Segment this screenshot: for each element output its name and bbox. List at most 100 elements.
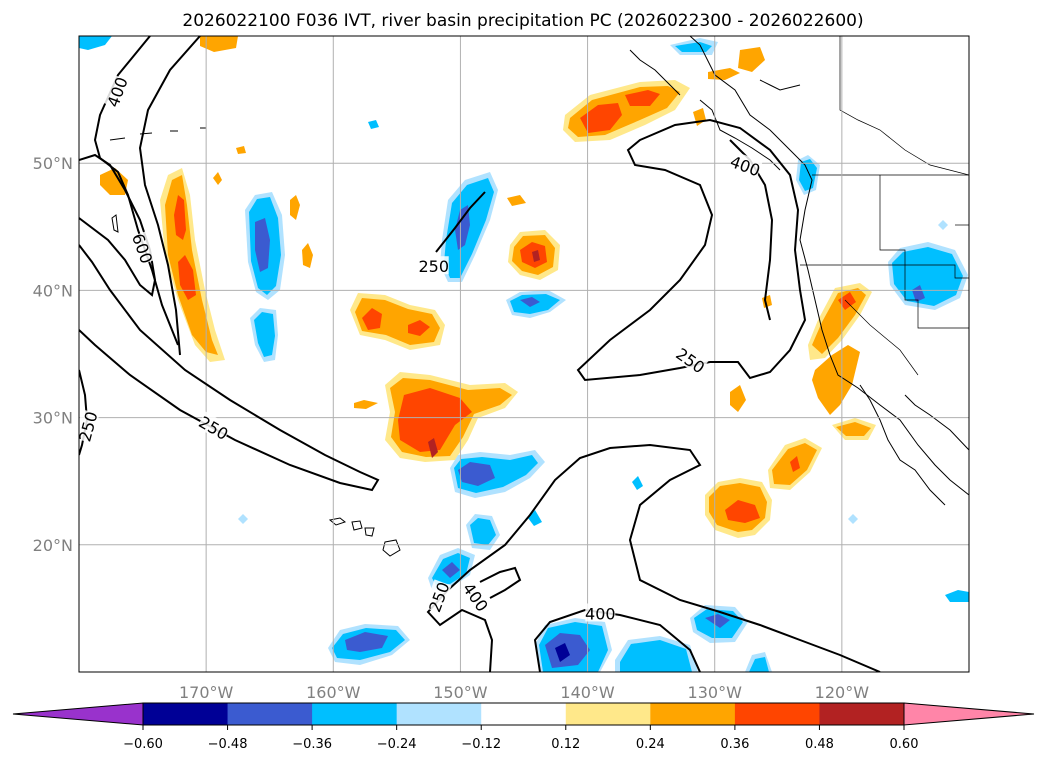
pc-negative-blob (848, 514, 858, 524)
pc-positive-blob (836, 422, 871, 436)
contour-label: 600 (128, 230, 158, 266)
pc-positive-blob (708, 68, 740, 80)
ivt-contour-250-mid (435, 191, 486, 253)
ivt-contour-400-outer (138, 36, 201, 356)
pc-positive-blob (428, 438, 438, 458)
pc-negative-blob (620, 640, 692, 672)
pc-negative-blob (255, 218, 270, 272)
ivt-contour-400 (93, 36, 179, 346)
pc-negative-blob (912, 285, 925, 302)
colorbar-bin (396, 703, 482, 725)
pc-positive-blob (354, 400, 378, 409)
pc-positive-blob (398, 388, 472, 452)
pc-positive-blob (174, 195, 186, 240)
pc-positive-blob (790, 456, 800, 472)
colorbar-bin (565, 703, 651, 725)
colorbar-bin (650, 703, 736, 725)
contour-label: 250 (75, 409, 102, 444)
pc-positive-blob (738, 47, 765, 72)
ivt-contour-250-east (576, 118, 807, 382)
pc-positive-blob (507, 195, 526, 206)
ivt-contour-250-south (426, 443, 881, 672)
precipitation-anomaly-shading (79, 36, 969, 672)
lon-tick-label: 160°W (306, 683, 361, 702)
pc-positive-blob (838, 292, 856, 310)
colorbar-bin (143, 703, 229, 725)
colorbar-tick-label: −0.36 (292, 737, 332, 752)
lat-tick-label: 20°N (33, 536, 73, 555)
svg-text:250: 250 (75, 409, 101, 443)
axis-tick-labels: 170°W 160°W 150°W 140°W 130°W 120°W 20°N 30°N 40… (33, 154, 870, 702)
lat-tick-label: 40°N (33, 281, 73, 300)
pc-positive-blob (812, 345, 860, 415)
colorbar: −0.60 −0.48 −0.36 −0.24 −0.12 0.12 0.24 0.36 0.4… (12, 702, 1035, 752)
pc-negative-blob (799, 159, 817, 191)
pc-positive-blob (236, 146, 246, 154)
colorbar-tick-label: 0.36 (720, 737, 749, 752)
map-frame (78, 35, 970, 673)
lon-tick-label: 140°W (560, 683, 615, 702)
pc-negative-blob (79, 36, 112, 50)
lon-tick-label: 120°W (815, 683, 870, 702)
pc-positive-blob (730, 385, 746, 412)
ivt-contour-250 (79, 244, 380, 492)
ivt-contour-400-small (479, 566, 522, 599)
colorbar-bin (734, 703, 820, 725)
pc-positive-blob (213, 172, 222, 185)
map-title: 2026022100 F036 IVT, river basin precipi… (182, 11, 863, 31)
colorbar-tick-label: −0.24 (377, 737, 417, 752)
lon-tick-label: 130°W (688, 683, 743, 702)
pc-positive-blob (200, 36, 238, 52)
lat-tick-label: 50°N (33, 154, 73, 173)
pc-positive-blob (178, 255, 196, 300)
political-borders (800, 36, 969, 376)
pc-positive-blob (362, 308, 382, 330)
colorbar-bin (227, 703, 313, 725)
contour-label: 250 (418, 256, 449, 276)
colorbar-tick-label: 0.24 (636, 737, 665, 752)
pc-negative-blob (749, 657, 769, 672)
svg-text:250: 250 (418, 257, 449, 276)
pc-negative-blob (254, 312, 275, 357)
pc-positive-blob (725, 500, 760, 523)
colorbar-bin (481, 703, 567, 725)
pc-negative-blob (892, 247, 963, 306)
ivt-contour-600 (79, 153, 157, 297)
colorbar-tick-label: −0.12 (461, 737, 501, 752)
lon-tick-label: 170°W (179, 683, 234, 702)
colorbar-tick-label: −0.60 (123, 737, 163, 752)
colorbar-tick-label: 0.60 (890, 737, 919, 752)
pc-negative-blob (705, 614, 730, 628)
colorbar-extend-high (903, 702, 1035, 726)
pc-negative-blob (238, 514, 248, 524)
pc-negative-blob (555, 643, 570, 662)
colorbar-bin (312, 703, 398, 725)
pc-negative-blob (470, 518, 496, 545)
pc-positive-blob (290, 195, 300, 220)
colorbar-tick-label: 0.12 (551, 737, 580, 752)
pc-positive-blob (408, 320, 430, 336)
pc-negative-blob (458, 462, 495, 486)
colorbar-tick-label: 0.48 (805, 737, 834, 752)
lat-tick-label: 30°N (33, 409, 73, 428)
coastlines (629, 36, 969, 506)
pc-positive-blob (580, 103, 622, 133)
pc-negative-blob (945, 590, 969, 602)
colorbar-frame (142, 702, 905, 726)
colorbar-tick-label: −0.48 (208, 737, 248, 752)
svg-text:400: 400 (585, 604, 616, 623)
pc-negative-blob (442, 562, 460, 578)
pc-positive-blob (625, 90, 660, 106)
pc-negative-blob (455, 205, 470, 250)
lon-tick-label: 150°W (433, 683, 488, 702)
colorbar-extend-low (12, 702, 144, 726)
pc-negative-blob (938, 220, 948, 230)
pc-positive-blob (532, 250, 540, 262)
islands (109, 127, 401, 557)
pc-negative-blob (368, 120, 379, 129)
pc-negative-blob (345, 632, 388, 652)
pc-negative-blob (632, 476, 643, 490)
